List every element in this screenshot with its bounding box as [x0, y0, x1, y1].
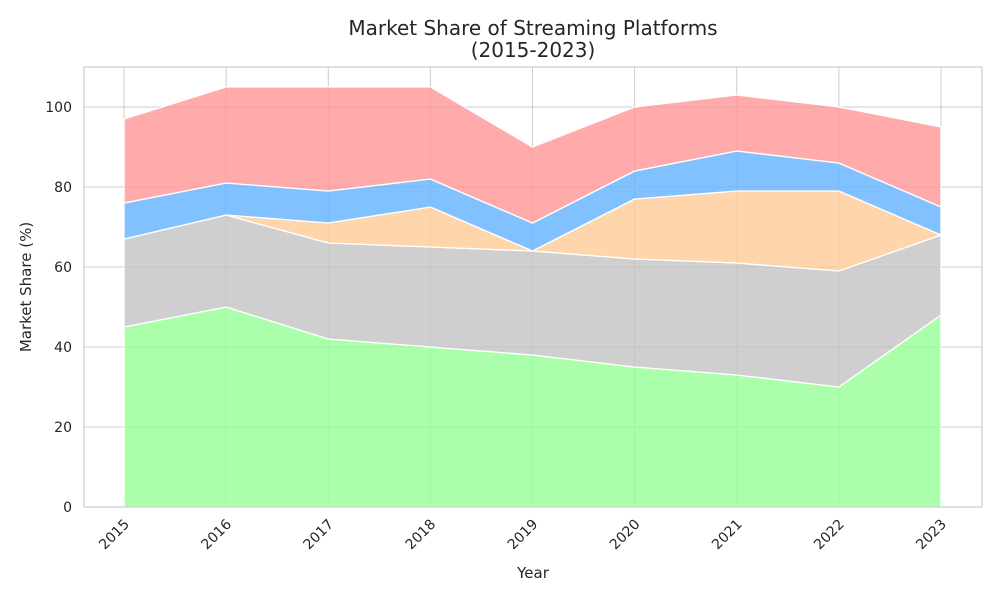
y-tick-label: 20 — [54, 420, 72, 436]
y-tick-label: 100 — [45, 100, 72, 116]
y-tick-label: 80 — [54, 180, 72, 196]
x-tick-label: 2022 — [811, 517, 848, 554]
y-tick-label: 0 — [63, 500, 72, 516]
x-tick-label: 2023 — [913, 517, 950, 554]
y-axis-label: Market Share (%) — [17, 222, 35, 352]
x-tick-label: 2020 — [607, 517, 644, 554]
x-tick-label: 2016 — [198, 516, 235, 553]
x-tick-label: 2019 — [505, 517, 542, 554]
plot-frame — [83, 66, 983, 508]
y-tick-label: 60 — [54, 260, 72, 276]
x-axis-label: Year — [516, 564, 550, 582]
y-tick-label: 40 — [54, 340, 72, 356]
x-tick-label: 2017 — [301, 517, 338, 554]
area-layer — [123, 86, 942, 508]
x-tick-label: 2015 — [96, 517, 133, 554]
chart-title-line-1: Market Share of Streaming Platforms — [348, 16, 717, 40]
area-series-5 — [123, 86, 942, 224]
x-tick-label: 2021 — [709, 517, 746, 554]
chart-title-line-2: (2015-2023) — [471, 38, 596, 62]
x-tick-label: 2018 — [403, 517, 440, 554]
